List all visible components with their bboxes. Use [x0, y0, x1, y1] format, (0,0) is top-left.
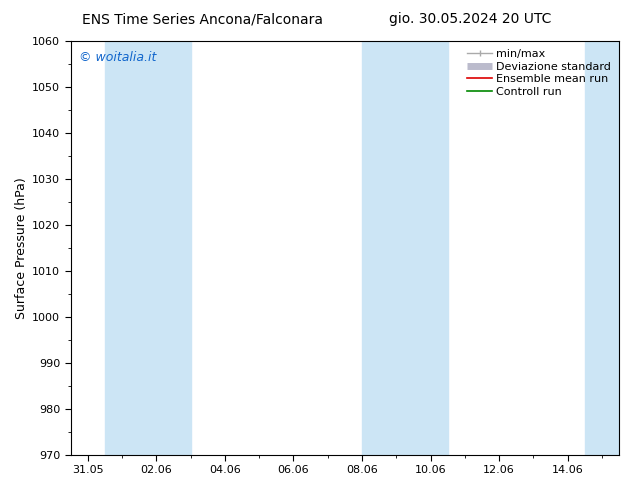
Bar	[585, 41, 619, 455]
Text: © woitalia.it: © woitalia.it	[79, 51, 157, 64]
Text: ENS Time Series Ancona/Falconara: ENS Time Series Ancona/Falconara	[82, 12, 323, 26]
Y-axis label: Surface Pressure (hPa): Surface Pressure (hPa)	[15, 177, 28, 318]
Bar	[362, 41, 448, 455]
Legend: min/max, Deviazione standard, Ensemble mean run, Controll run: min/max, Deviazione standard, Ensemble m…	[465, 47, 614, 99]
Text: gio. 30.05.2024 20 UTC: gio. 30.05.2024 20 UTC	[389, 12, 552, 26]
Bar	[105, 41, 191, 455]
